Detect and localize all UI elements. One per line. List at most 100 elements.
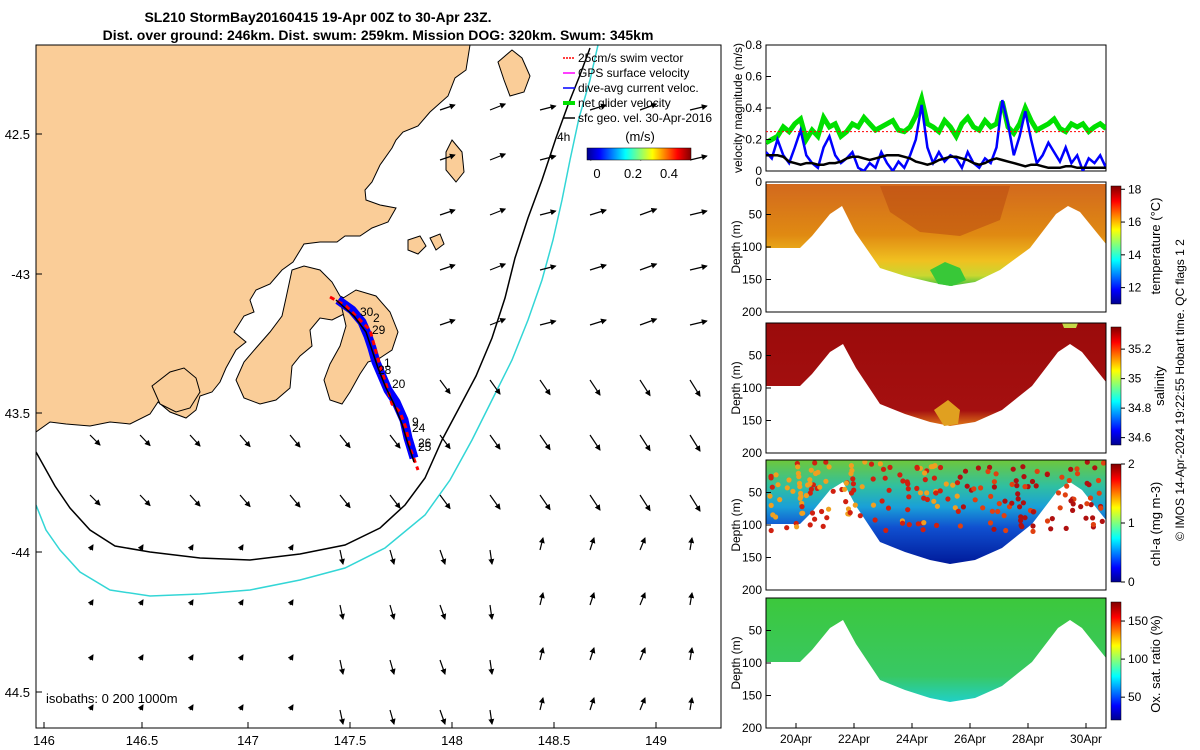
chla-sample-dot: [885, 505, 892, 511]
current-arrow: [389, 494, 401, 509]
chla-sample-dot: [819, 508, 825, 515]
chla-sample-dot: [991, 526, 997, 532]
track-black: [335, 299, 415, 463]
current-arrow: [639, 102, 658, 111]
chla-sample-dot: [773, 514, 779, 520]
chla-sample-dot: [847, 509, 853, 516]
colorbar-tick-label: 2: [1128, 457, 1135, 471]
colorbar-tick-label: 18: [1128, 182, 1142, 196]
depth-axis-label: Depth (m): [729, 636, 743, 689]
chla-sample-dot: [820, 523, 826, 530]
map-ytick-label: 43.5: [5, 406, 30, 421]
colorbar-tick-label: 16: [1128, 215, 1142, 229]
chla-sample-dot: [1090, 521, 1096, 528]
depth-tick-label: 200: [742, 305, 762, 319]
current-arrow: [489, 434, 501, 450]
chla-sample-dot: [1074, 466, 1080, 472]
chla-sample-dot: [1001, 513, 1007, 519]
current-arrow: [289, 434, 301, 448]
chla-sample-dot: [1068, 498, 1074, 504]
chla-sample-dot: [872, 517, 878, 523]
current-arrow: [187, 704, 194, 711]
chla-sample-dot: [1095, 477, 1102, 484]
map-xtick-label: 147.5: [334, 733, 367, 748]
track-day-label: 20: [392, 377, 406, 391]
chla-sample-dot: [1048, 526, 1054, 532]
chla-sample-dot: [1010, 466, 1016, 472]
current-arrow: [87, 704, 94, 711]
chla-sample-dot: [796, 474, 802, 480]
current-vector-field: [87, 102, 708, 725]
chla-sample-dot: [1049, 516, 1055, 522]
chla-sample-dot: [870, 502, 877, 508]
current-arrow: [639, 434, 651, 452]
chla-sample-dot: [933, 490, 939, 496]
small-island: [429, 233, 445, 251]
depth-axis-label: Depth (m): [729, 220, 743, 273]
current-arrow: [339, 434, 351, 449]
current-arrow: [589, 494, 601, 511]
map-xtick-label: 148.5: [538, 733, 571, 748]
chla-sample-dot: [1044, 471, 1050, 478]
current-arrow: [489, 103, 507, 111]
chla-sample-dot: [954, 493, 960, 499]
chla-sample-dot: [1017, 504, 1023, 510]
map-xtick-label: 149: [645, 733, 667, 748]
chla-sample-dot: [1090, 515, 1096, 521]
depth-tick-label: 50: [749, 349, 763, 363]
chla-sample-dot: [768, 527, 774, 534]
map-xtick-label: 148: [441, 733, 463, 748]
colorbar-tick-label: 0.4: [660, 166, 678, 181]
current-arrow: [688, 592, 695, 606]
current-arrow: [639, 697, 646, 711]
track-day-label: 24: [412, 421, 426, 435]
chla-sample-dot: [1018, 514, 1024, 520]
current-arrow: [488, 709, 495, 725]
chla-sample-dot: [917, 490, 924, 496]
track-day-label: 29: [372, 323, 386, 337]
chla-sample-dot: [905, 481, 911, 487]
chla-sample-dot: [868, 461, 875, 467]
current-arrow: [439, 263, 456, 271]
chla-sample-dot: [1062, 492, 1068, 498]
chla-sample-dot: [1033, 483, 1039, 489]
chla-sample-dot: [1088, 502, 1094, 508]
chla-sample-dot: [931, 475, 938, 481]
temperature-dark-band: [880, 186, 1010, 236]
current-arrow: [137, 654, 144, 661]
current-arrow: [539, 379, 551, 396]
chla-sample-dot: [971, 486, 977, 492]
current-arrow: [439, 379, 451, 395]
map-ytick-label: -44: [11, 545, 30, 560]
chla-sample-dot: [817, 484, 823, 490]
chla-sample-dot: [921, 520, 927, 526]
current-arrow: [538, 537, 545, 551]
current-arrow: [688, 537, 695, 551]
track-day-label: 30: [360, 305, 374, 319]
chla-sample-dot: [830, 488, 836, 494]
depth-tick-label: 150: [742, 551, 762, 565]
chla-sample-dot: [809, 510, 816, 516]
depth-tick-label: 150: [742, 414, 762, 428]
land-mass: [36, 45, 471, 433]
colorbar-tick-label: 14: [1128, 248, 1142, 262]
chla-sample-dot: [978, 485, 984, 491]
velocity-ylabel: velocity magnitude (m/s): [731, 43, 745, 173]
current-arrow: [439, 434, 451, 450]
chla-sample-dot: [807, 481, 813, 487]
depth-tick-label: 100: [742, 518, 762, 532]
chla-sample-dot: [870, 476, 876, 482]
current-arrow: [187, 654, 194, 661]
temperature-colorbar: [1110, 185, 1122, 305]
section-colorbars: 12 14 16 18 35.2 35 34.8 34.6 2 1 0 150 100 50 temper…: [1110, 182, 1167, 721]
current-arrow: [189, 494, 201, 507]
salinity-panel: [766, 323, 1106, 453]
isobath-1000m: [36, 45, 599, 597]
isobath-label: isobaths: 0 200 1000m: [46, 691, 178, 706]
depth-tick-label: 150: [742, 273, 762, 287]
chla-sample-dot: [996, 501, 1002, 507]
chla-sample-dot: [960, 504, 967, 510]
chla-sample-dot: [1055, 490, 1062, 496]
